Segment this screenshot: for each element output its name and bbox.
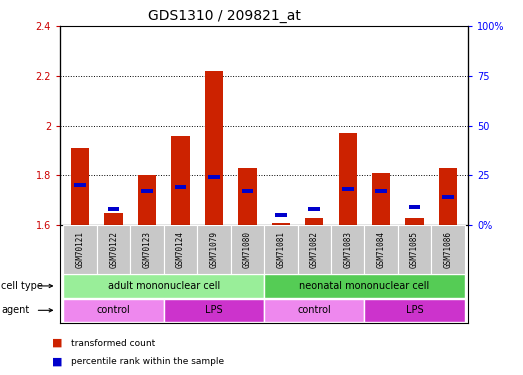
Bar [298, 225, 331, 274]
Bar [138, 176, 156, 225]
Bar [376, 189, 387, 194]
Bar [342, 187, 354, 191]
Bar [71, 148, 89, 225]
Bar [231, 225, 264, 274]
Text: ■: ■ [52, 338, 63, 348]
Bar [197, 225, 231, 274]
Bar [141, 189, 153, 194]
Bar [365, 298, 465, 322]
Bar [338, 133, 357, 225]
Bar [365, 225, 398, 274]
Text: GSM71079: GSM71079 [209, 231, 219, 268]
Bar [164, 298, 264, 322]
Text: LPS: LPS [406, 305, 424, 315]
Bar [63, 274, 264, 298]
Bar [439, 168, 457, 225]
Bar [74, 183, 86, 188]
Bar [442, 195, 454, 200]
Text: GSM71081: GSM71081 [276, 231, 286, 268]
Text: control: control [97, 305, 131, 315]
Text: GSM71084: GSM71084 [377, 231, 385, 268]
Bar [264, 298, 365, 322]
Text: percentile rank within the sample: percentile rank within the sample [71, 357, 224, 366]
Bar [431, 225, 465, 274]
Text: neonatal mononuclear cell: neonatal mononuclear cell [299, 281, 429, 291]
Text: GSM71085: GSM71085 [410, 231, 419, 268]
Bar [372, 173, 390, 225]
Bar [405, 217, 424, 225]
Bar [398, 225, 431, 274]
Bar [63, 225, 97, 274]
Bar [242, 189, 253, 194]
Bar [238, 168, 257, 225]
Bar [409, 205, 420, 209]
Text: ■: ■ [52, 357, 63, 367]
Text: GSM71080: GSM71080 [243, 231, 252, 268]
Text: transformed count: transformed count [71, 339, 155, 348]
Bar [130, 225, 164, 274]
Bar [63, 298, 164, 322]
Text: GSM70122: GSM70122 [109, 231, 118, 268]
Bar [105, 213, 123, 225]
Text: adult mononuclear cell: adult mononuclear cell [108, 281, 220, 291]
Bar [108, 207, 119, 211]
Text: GSM71086: GSM71086 [444, 231, 452, 268]
Text: cell type: cell type [1, 281, 43, 291]
Text: GSM70121: GSM70121 [76, 231, 85, 268]
Text: GDS1310 / 209821_at: GDS1310 / 209821_at [149, 9, 301, 23]
Text: control: control [298, 305, 331, 315]
Text: GSM70123: GSM70123 [143, 231, 152, 268]
Bar [331, 225, 365, 274]
Bar [275, 213, 287, 217]
Bar [309, 207, 320, 211]
Text: LPS: LPS [205, 305, 223, 315]
Bar [208, 175, 220, 180]
Text: agent: agent [1, 305, 29, 315]
Bar [175, 185, 186, 189]
Bar [172, 136, 190, 225]
Text: GSM70124: GSM70124 [176, 231, 185, 268]
Text: GSM71082: GSM71082 [310, 231, 319, 268]
Text: GSM71083: GSM71083 [343, 231, 352, 268]
Bar [271, 222, 290, 225]
Bar [97, 225, 130, 274]
Bar [264, 274, 465, 298]
Bar [305, 217, 323, 225]
Bar [264, 225, 298, 274]
Bar [205, 71, 223, 225]
Bar [164, 225, 197, 274]
